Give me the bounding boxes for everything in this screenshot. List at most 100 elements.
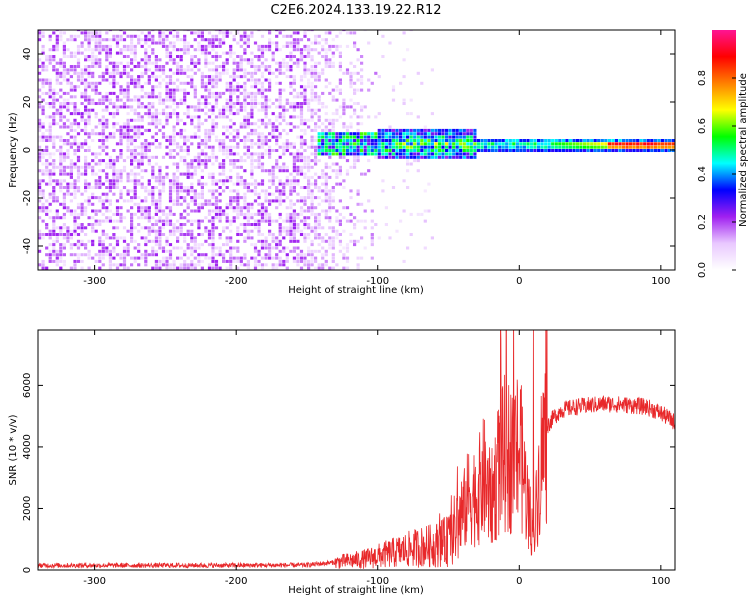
spectrogram-cell: [409, 145, 413, 149]
spectrogram-cell: [84, 81, 88, 85]
spectrogram-cell: [423, 152, 427, 156]
spectrogram-cell: [48, 233, 52, 237]
spectrogram-cell: [321, 263, 325, 267]
spectrogram-cell: [303, 172, 307, 176]
spectrogram-cell: [87, 186, 91, 190]
spectrogram-cell: [59, 256, 63, 260]
spectrogram-cell: [147, 95, 151, 99]
spectrogram-cell: [91, 31, 95, 35]
spectrogram-cell: [55, 71, 59, 75]
spectrogram-cell: [59, 118, 63, 122]
spectrogram-cell: [147, 179, 151, 183]
spectrogram-cell: [239, 102, 243, 106]
spectrogram-cell: [151, 169, 155, 173]
spectrogram-cell: [151, 48, 155, 52]
spectrogram-cell: [41, 189, 45, 193]
spectrogram-cell: [335, 152, 339, 156]
spectrogram-cell: [260, 169, 265, 173]
spectrogram-cell: [342, 246, 346, 250]
spectrogram-cell: [260, 85, 265, 89]
spectrogram-cell: [275, 98, 279, 102]
spectrogram-cell: [122, 122, 127, 126]
spectrogram-cell: [168, 142, 173, 146]
spectrogram-cell: [278, 192, 282, 196]
spectrogram-cell: [278, 145, 282, 149]
spectrogram-cell: [653, 142, 657, 146]
spectrogram-cell: [55, 48, 59, 52]
spectrogram-cell: [190, 78, 194, 82]
spectrogram-cell: [59, 61, 63, 65]
spectrogram-cell: [275, 30, 279, 32]
spectrogram-cell: [168, 253, 173, 257]
colorbar: 0.00.20.40.60.8 Normalized spectral ampl…: [697, 30, 749, 278]
spectrogram-cell: [618, 139, 622, 143]
spectrogram-cell: [423, 246, 427, 250]
y-tick-label: 6000: [22, 373, 33, 398]
spectrogram-cell: [105, 91, 109, 95]
spectrogram-cell: [250, 216, 254, 220]
spectrogram-cell: [91, 159, 95, 163]
spectrogram-cell: [299, 55, 304, 59]
spectrogram-cell: [328, 226, 332, 230]
spectrogram-cell: [80, 206, 84, 210]
spectrogram-cell: [45, 58, 49, 62]
spectrogram-cell: [416, 212, 420, 216]
spectrogram-cell: [250, 223, 254, 227]
spectrogram-cell: [133, 182, 137, 186]
spectrogram-cell: [112, 175, 116, 179]
spectrogram-cell: [260, 266, 265, 270]
spectrogram-cell: [41, 139, 45, 143]
spectrogram-cell: [190, 263, 194, 267]
spectrogram-cell: [193, 196, 197, 200]
spectrogram-cell: [133, 34, 137, 38]
spectrogram-cell: [232, 105, 236, 109]
spectrogram-cell: [41, 266, 45, 270]
spectrogram-cell: [48, 85, 52, 89]
spectrogram-cell: [324, 233, 328, 237]
spectrogram-cell: [140, 58, 144, 62]
spectrogram-cell: [285, 149, 289, 153]
spectrogram-cell: [303, 162, 307, 166]
spectrogram-cell: [328, 175, 332, 179]
spectrogram-cell: [69, 212, 73, 216]
spectrogram-cell: [55, 196, 59, 200]
spectrogram-cell: [115, 128, 120, 132]
spectrogram-cell: [137, 182, 141, 186]
spectrogram-cell: [218, 186, 222, 190]
spectrogram-cell: [94, 38, 98, 42]
spectrogram-cell: [158, 169, 162, 173]
spectrogram-cell: [331, 253, 335, 257]
spectrogram-cell: [229, 249, 233, 253]
spectrogram-cell: [200, 44, 204, 48]
spectrogram-cell: [296, 182, 300, 186]
spectrogram-cell: [73, 165, 77, 169]
spectrogram-cell: [264, 216, 268, 220]
spectrogram-cell: [667, 145, 672, 149]
spectrogram-cell: [140, 75, 144, 79]
spectrogram-cell: [137, 78, 141, 82]
spectrogram-cell: [38, 263, 42, 267]
spectrogram-cell: [483, 149, 488, 153]
spectrogram-cell: [214, 95, 219, 99]
spectrogram-cell: [540, 142, 544, 146]
spectrogram-cell: [399, 128, 403, 132]
spectrogram-cell: [360, 219, 364, 223]
spectrogram-cell: [377, 128, 381, 132]
spectrogram-cell: [353, 135, 357, 139]
spectrogram-cell: [200, 169, 204, 173]
spectrogram-cell: [402, 149, 406, 153]
spectrogram-cell: [374, 132, 378, 136]
spectrogram-cell: [314, 236, 318, 240]
spectrogram-cell: [66, 108, 70, 112]
spectrogram-cell: [349, 239, 353, 243]
spectrogram-cell: [345, 243, 350, 247]
spectrogram-cell: [168, 209, 173, 213]
spectrogram-cell: [236, 95, 240, 99]
spectrogram-cell: [98, 259, 102, 263]
spectrogram-cell: [271, 128, 275, 132]
spectrogram-cell: [105, 246, 109, 250]
spectrogram-cell: [197, 48, 201, 52]
spectrogram-cell: [317, 135, 321, 139]
spectrogram-cell: [48, 259, 52, 263]
spectrogram-cell: [62, 192, 66, 196]
